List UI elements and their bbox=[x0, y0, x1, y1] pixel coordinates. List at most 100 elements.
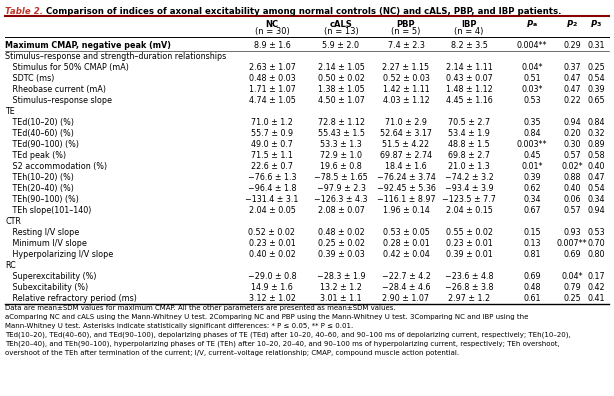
Text: 0.25: 0.25 bbox=[587, 63, 605, 72]
Text: 7.4 ± 2.3: 7.4 ± 2.3 bbox=[387, 41, 424, 50]
Text: 0.25 ± 0.02: 0.25 ± 0.02 bbox=[317, 239, 365, 248]
Text: 0.48: 0.48 bbox=[523, 283, 541, 292]
Text: 22.6 ± 0.7: 22.6 ± 0.7 bbox=[251, 162, 293, 171]
Text: 0.93: 0.93 bbox=[563, 228, 581, 237]
Text: −23.6 ± 4.8: −23.6 ± 4.8 bbox=[445, 272, 493, 281]
Text: 0.39 ± 0.03: 0.39 ± 0.03 bbox=[317, 250, 364, 259]
Text: TEd(10–20) (%): TEd(10–20) (%) bbox=[5, 118, 74, 127]
Text: 0.53: 0.53 bbox=[587, 228, 605, 237]
Text: 0.81: 0.81 bbox=[523, 250, 541, 259]
Text: 0.23 ± 0.01: 0.23 ± 0.01 bbox=[446, 239, 492, 248]
Text: 4.50 ± 1.07: 4.50 ± 1.07 bbox=[317, 96, 365, 105]
Text: Superexcitability (%): Superexcitability (%) bbox=[5, 272, 96, 281]
Text: 55.7 ± 0.9: 55.7 ± 0.9 bbox=[251, 129, 293, 138]
Text: −28.4 ± 4.6: −28.4 ± 4.6 bbox=[382, 283, 430, 292]
Text: 0.35: 0.35 bbox=[523, 118, 541, 127]
Text: P: P bbox=[591, 20, 597, 29]
Text: 0.04*: 0.04* bbox=[521, 63, 543, 72]
Text: 21.0 ± 1.3: 21.0 ± 1.3 bbox=[448, 162, 490, 171]
Text: 0.30: 0.30 bbox=[563, 140, 581, 149]
Text: 4.03 ± 1.12: 4.03 ± 1.12 bbox=[383, 96, 429, 105]
Text: 71.0 ± 2.9: 71.0 ± 2.9 bbox=[385, 118, 427, 127]
Text: 0.52 ± 0.02: 0.52 ± 0.02 bbox=[249, 228, 295, 237]
Text: P: P bbox=[527, 20, 533, 29]
Text: 2.04 ± 0.15: 2.04 ± 0.15 bbox=[446, 206, 492, 215]
Text: 0.42: 0.42 bbox=[587, 283, 605, 292]
Text: 0.15: 0.15 bbox=[523, 228, 541, 237]
Text: −28.3 ± 1.9: −28.3 ± 1.9 bbox=[317, 272, 365, 281]
Text: TEd(40–60) (%): TEd(40–60) (%) bbox=[5, 129, 74, 138]
Text: 0.58: 0.58 bbox=[587, 151, 605, 160]
Text: 0.25: 0.25 bbox=[563, 294, 581, 303]
Text: 18.4 ± 1.6: 18.4 ± 1.6 bbox=[385, 162, 427, 171]
Text: 4.74 ± 1.05: 4.74 ± 1.05 bbox=[249, 96, 295, 105]
Text: −123.5 ± 7.7: −123.5 ± 7.7 bbox=[442, 195, 496, 204]
Text: 0.69: 0.69 bbox=[563, 250, 581, 259]
Text: 4.45 ± 1.16: 4.45 ± 1.16 bbox=[446, 96, 492, 105]
Text: TEh(10–20) (%): TEh(10–20) (%) bbox=[5, 173, 74, 182]
Text: 0.003**: 0.003** bbox=[517, 140, 547, 149]
Text: cALS: cALS bbox=[330, 20, 352, 29]
Text: 2.27 ± 1.15: 2.27 ± 1.15 bbox=[383, 63, 430, 72]
Text: 2.97 ± 1.2: 2.97 ± 1.2 bbox=[448, 294, 490, 303]
Text: 0.52 ± 0.03: 0.52 ± 0.03 bbox=[383, 74, 429, 83]
Text: 0.53 ± 0.05: 0.53 ± 0.05 bbox=[383, 228, 429, 237]
Text: −29.0 ± 0.8: −29.0 ± 0.8 bbox=[247, 272, 297, 281]
Text: TEh(90–100) (%): TEh(90–100) (%) bbox=[5, 195, 79, 204]
Text: Stimulus–response slope: Stimulus–response slope bbox=[5, 96, 112, 105]
Text: 0.54: 0.54 bbox=[587, 74, 605, 83]
Text: 0.20: 0.20 bbox=[563, 129, 581, 138]
Text: 0.40 ± 0.02: 0.40 ± 0.02 bbox=[249, 250, 295, 259]
Text: 0.54: 0.54 bbox=[587, 184, 605, 193]
Text: −76.24 ± 3.74: −76.24 ± 3.74 bbox=[376, 173, 435, 182]
Text: 0.45: 0.45 bbox=[523, 151, 541, 160]
Text: 0.23 ± 0.01: 0.23 ± 0.01 bbox=[249, 239, 295, 248]
Text: 0.31: 0.31 bbox=[587, 41, 605, 50]
Text: (n = 13): (n = 13) bbox=[324, 27, 359, 36]
Text: 0.94: 0.94 bbox=[587, 206, 605, 215]
Text: overshoot of the TEh after termination of the current; I/V, current–voltage rela: overshoot of the TEh after termination o… bbox=[5, 350, 459, 356]
Text: 53.3 ± 1.3: 53.3 ± 1.3 bbox=[320, 140, 362, 149]
Text: TEh slope(101–140): TEh slope(101–140) bbox=[5, 206, 91, 215]
Text: 3.01 ± 1.1: 3.01 ± 1.1 bbox=[320, 294, 362, 303]
Text: 3.12 ± 1.02: 3.12 ± 1.02 bbox=[249, 294, 295, 303]
Text: TEd(10–20), TEd(40–60), and TEd(90–100), depolarizing phases of TE (TEd) after 1: TEd(10–20), TEd(40–60), and TEd(90–100),… bbox=[5, 332, 571, 338]
Text: 51.5 ± 4.22: 51.5 ± 4.22 bbox=[383, 140, 430, 149]
Text: Stimulus–response and strength–duration relationships: Stimulus–response and strength–duration … bbox=[5, 52, 226, 61]
Text: 0.39: 0.39 bbox=[523, 173, 541, 182]
Text: 0.51: 0.51 bbox=[523, 74, 541, 83]
Text: 2.14 ± 1.11: 2.14 ± 1.11 bbox=[446, 63, 492, 72]
Text: −76.6 ± 1.3: −76.6 ± 1.3 bbox=[248, 173, 296, 182]
Text: 0.55 ± 0.02: 0.55 ± 0.02 bbox=[446, 228, 492, 237]
Text: Subexcitability (%): Subexcitability (%) bbox=[5, 283, 88, 292]
Text: 0.06: 0.06 bbox=[563, 195, 581, 204]
Text: 0.40: 0.40 bbox=[563, 184, 581, 193]
Text: 0.007**: 0.007** bbox=[557, 239, 588, 248]
Text: 0.28 ± 0.01: 0.28 ± 0.01 bbox=[383, 239, 429, 248]
Text: 2.08 ± 0.07: 2.08 ± 0.07 bbox=[317, 206, 365, 215]
Text: TEh(20–40), and TEh(90–100), hyperpolarizing phases of TE (TEh) after 10–20, 20–: TEh(20–40), and TEh(90–100), hyperpolari… bbox=[5, 341, 560, 347]
Text: IBP: IBP bbox=[461, 20, 476, 29]
Text: 0.40: 0.40 bbox=[587, 162, 605, 171]
Text: 2.63 ± 1.07: 2.63 ± 1.07 bbox=[249, 63, 295, 72]
Text: −131.4 ± 3.1: −131.4 ± 3.1 bbox=[246, 195, 298, 204]
Text: 69.8 ± 2.7: 69.8 ± 2.7 bbox=[448, 151, 490, 160]
Text: 1.48 ± 1.12: 1.48 ± 1.12 bbox=[446, 85, 492, 94]
Text: PBP: PBP bbox=[397, 20, 415, 29]
Text: −22.7 ± 4.2: −22.7 ± 4.2 bbox=[381, 272, 430, 281]
Text: 13.2 ± 1.2: 13.2 ± 1.2 bbox=[320, 283, 362, 292]
Text: NC: NC bbox=[265, 20, 279, 29]
Text: 0.17: 0.17 bbox=[587, 272, 605, 281]
Text: 0.53: 0.53 bbox=[523, 96, 541, 105]
Text: −26.8 ± 3.8: −26.8 ± 3.8 bbox=[445, 283, 493, 292]
Text: 0.37: 0.37 bbox=[563, 63, 581, 72]
Text: 69.87 ± 2.74: 69.87 ± 2.74 bbox=[380, 151, 432, 160]
Text: Relative refractory period (ms): Relative refractory period (ms) bbox=[5, 294, 137, 303]
Text: 71.5 ± 1.1: 71.5 ± 1.1 bbox=[251, 151, 293, 160]
Text: 0.41: 0.41 bbox=[587, 294, 605, 303]
Text: −92.45 ± 5.36: −92.45 ± 5.36 bbox=[376, 184, 435, 193]
Text: 0.03*: 0.03* bbox=[521, 85, 543, 94]
Text: Comparison of indices of axonal excitability among normal controls (NC) and cALS: Comparison of indices of axonal excitabi… bbox=[43, 7, 561, 16]
Text: 3: 3 bbox=[597, 22, 601, 27]
Text: 0.67: 0.67 bbox=[523, 206, 541, 215]
